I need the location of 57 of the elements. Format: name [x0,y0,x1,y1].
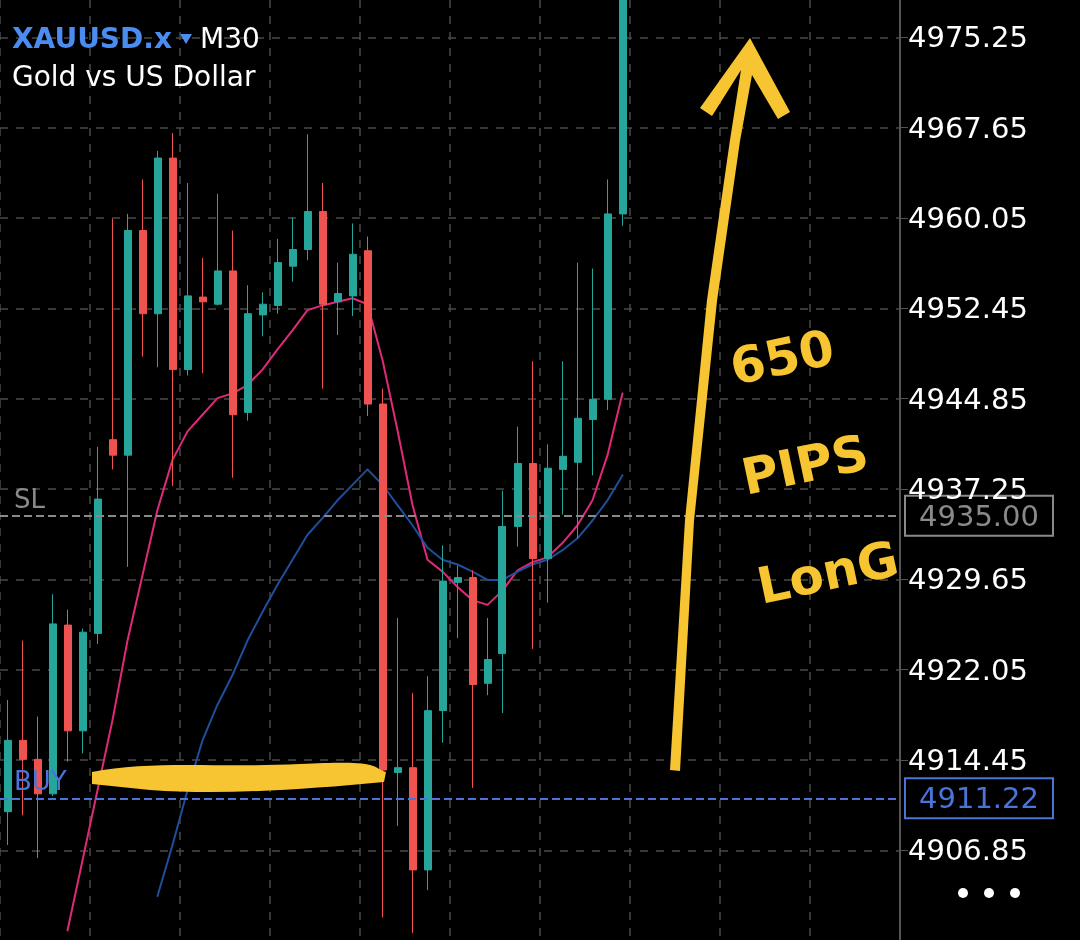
candlestick [484,617,492,696]
text: Gold vs US Dollar [12,59,257,95]
candlestick [364,235,372,417]
candlestick [199,257,207,374]
y-tick-label: 4944.85 [908,381,1028,416]
candlestick [94,446,102,645]
candlestick [304,133,312,261]
candlestick [529,360,537,650]
candlestick [424,675,432,891]
y-tick-label: 4906.85 [908,833,1028,868]
text: XAUUSD.x [12,21,172,57]
candlestick [394,617,402,827]
line-series [156,468,624,898]
candlestick [4,699,12,846]
candlestick [574,262,582,539]
candlestick [244,284,252,422]
candlestick [589,268,597,476]
candlestick [154,150,162,368]
candlestick [454,565,462,639]
y-tick-label: 4975.25 [908,20,1028,55]
annotation: 650 PIPS LonG [725,318,904,616]
candlestick [409,692,417,934]
annotation: M30 [199,21,260,57]
candlestick [319,182,327,390]
candlestick [604,178,612,411]
y-tick-label: 4960.05 [908,201,1028,236]
candlestick [64,609,72,763]
candlestick [259,291,267,337]
candlestick [214,193,222,306]
candlestick [619,0,627,227]
candlestick [544,443,552,603]
candlestick [274,238,282,315]
candlestick [289,216,297,283]
ref-line-label: SL [14,483,46,514]
candlestick [439,544,447,744]
line-series [66,297,624,932]
text: 4911.22 [919,781,1039,816]
candlestick [229,230,237,479]
y-tick-label: 4952.45 [908,291,1028,326]
candlestick [514,426,522,548]
candlestick [379,388,387,918]
candlestick [139,178,147,358]
candlestick [498,490,506,714]
candlestick [184,182,192,377]
candlestick [559,360,567,516]
candlestick [469,569,477,789]
candlestick [79,628,87,754]
candlestick [334,262,342,336]
y-tick-label: 4914.45 [908,742,1028,777]
candlestick [124,213,132,568]
candlestick [109,218,117,470]
y-tick-label: 4967.65 [908,110,1028,145]
text: 4935.00 [919,498,1039,533]
candlestick [349,222,357,317]
candlestick [169,132,177,487]
y-tick-label: 4929.65 [908,562,1028,597]
y-tick-label: 4922.05 [908,652,1028,687]
